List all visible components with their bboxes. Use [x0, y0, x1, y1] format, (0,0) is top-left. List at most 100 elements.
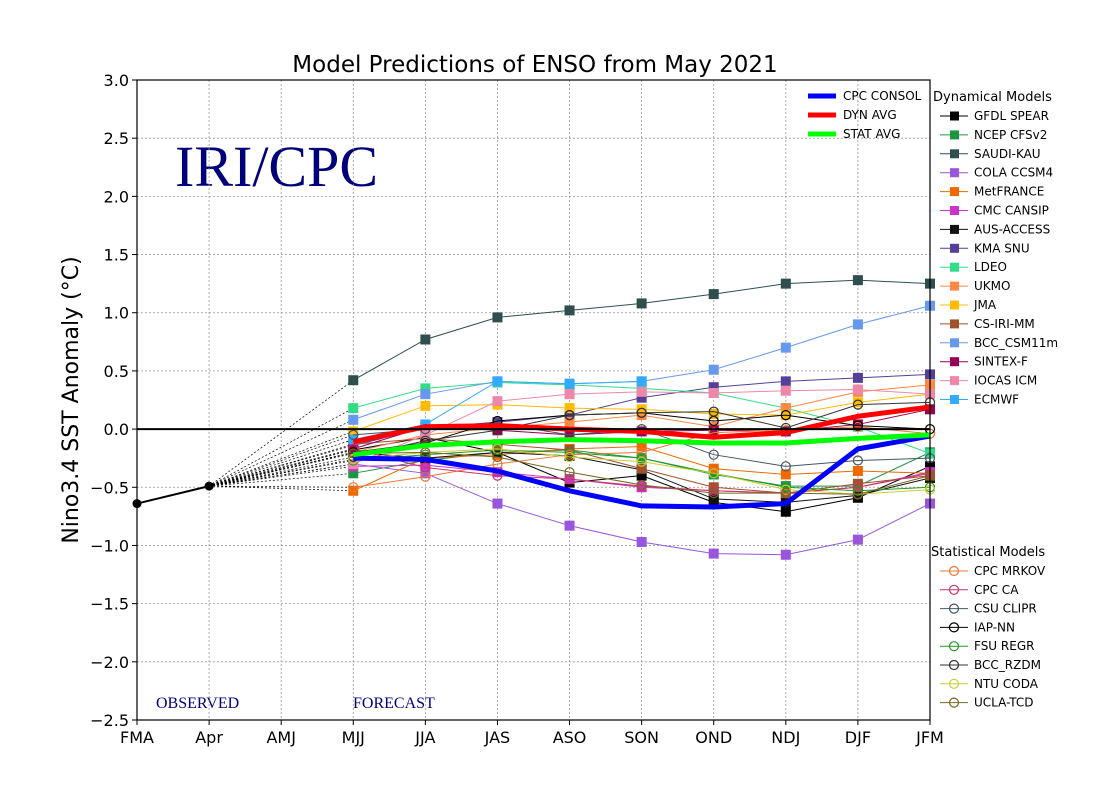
series-line: [353, 426, 931, 488]
legend-label: UCLA-TCD: [974, 696, 1034, 710]
observation-connector: [209, 485, 354, 488]
legend-label: CPC MRKOV: [974, 564, 1046, 578]
data-point: [708, 493, 719, 504]
observed-label: OBSERVED: [156, 695, 239, 712]
data-point: [852, 465, 863, 476]
data-point: [780, 342, 791, 353]
legend-swatch-marker: [950, 357, 959, 367]
x-tick-label: ASO: [553, 728, 587, 747]
x-tick-label: AMJ: [266, 728, 295, 747]
observation-connector: [209, 453, 354, 487]
x-tick-label: NDJ: [771, 728, 800, 747]
y-axis-label: Nino3.4 SST Anomaly (°C): [59, 256, 84, 543]
series-line: [353, 401, 931, 458]
observation-connector: [208, 379, 354, 487]
data-point: [852, 399, 864, 410]
data-point: [852, 455, 864, 466]
y-tick-label: −1.5: [90, 595, 129, 614]
legend-swatch-marker: [950, 168, 959, 178]
legend-label: ECMWF: [974, 393, 1019, 407]
data-point: [852, 319, 863, 330]
y-tick-label: −1.0: [90, 536, 129, 555]
data-point: [636, 479, 647, 491]
data-point: [852, 384, 863, 395]
data-point: [636, 536, 647, 547]
data-point: [780, 506, 791, 517]
observation-connector: [208, 407, 354, 487]
observation-connector: [208, 419, 354, 487]
legend-label: CPC CA: [974, 583, 1019, 597]
legend-swatch-marker: [950, 319, 959, 329]
legend-label: BCC_RZDM: [974, 658, 1041, 672]
data-point: [636, 456, 647, 467]
plot-frame: [136, 79, 931, 721]
legend-swatch-marker: [948, 697, 960, 708]
statistical-legend: CPC MRKOV CPC CA CSU CLIPR IAP-NN FSU REGR BC…: [940, 564, 1046, 710]
x-tick-label: FMA: [120, 728, 154, 747]
y-tick-label: −2.0: [90, 653, 129, 672]
data-point: [492, 396, 503, 407]
y-tick-label: 0.5: [104, 362, 129, 381]
data-point: [780, 278, 791, 289]
series-layer: [132, 275, 936, 560]
legend-label: AUS-ACCESS: [974, 222, 1050, 236]
x-tick-label: MJJ: [342, 728, 365, 747]
observation-connector: [208, 443, 354, 487]
legend-swatch-marker: [948, 603, 960, 614]
data-point: [708, 388, 719, 399]
data-point: [852, 420, 864, 431]
legend-swatch-marker: [948, 584, 960, 595]
data-point: [348, 375, 359, 386]
data-point: [420, 334, 431, 345]
observation-connector: [209, 456, 354, 487]
data-point: [564, 467, 575, 478]
data-point: [636, 407, 647, 418]
average-line: [352, 432, 931, 458]
data-point: [564, 520, 575, 531]
legend-swatch-marker: [950, 111, 959, 121]
observation-connector: [209, 463, 354, 487]
y-tick-label: 1.0: [104, 304, 129, 323]
data-point: [564, 403, 575, 414]
legend-label: CMC CANSIP: [974, 204, 1049, 218]
legend-swatch-marker: [948, 641, 960, 652]
data-point: [420, 400, 431, 411]
observation-connector: [208, 439, 354, 487]
legend-swatch-marker: [950, 376, 959, 386]
data-point: [636, 453, 647, 464]
data-point: [636, 404, 647, 415]
x-tick-label: SON: [624, 728, 659, 747]
data-point: [708, 289, 719, 300]
x-tick-label: DJF: [845, 728, 871, 747]
data-point: [852, 482, 864, 493]
legend-swatch-marker: [948, 622, 960, 633]
dynamical-legend-title: Dynamical Models: [933, 90, 1052, 105]
legend-label: FSU REGR: [974, 639, 1034, 653]
legend-label: CPC CONSOL: [843, 89, 922, 103]
legend-label: NCEP CFSv2: [974, 128, 1047, 142]
legend-swatch-marker: [948, 565, 960, 577]
legend-label: JMA: [973, 298, 997, 312]
iri-cpc-watermark: IRI/CPC: [175, 134, 378, 199]
data-point: [492, 498, 503, 509]
legend-swatch-marker: [950, 130, 959, 140]
legend-label: CSU CLIPR: [974, 602, 1037, 616]
data-point: [780, 410, 791, 421]
legend-swatch-marker: [950, 262, 959, 272]
data-point: [564, 410, 575, 421]
average-line: [352, 404, 931, 445]
data-point: [852, 275, 863, 286]
legend-label: KMA SNU: [974, 241, 1030, 255]
data-point: [708, 364, 719, 375]
data-point: [420, 429, 431, 440]
data-point: [564, 305, 575, 316]
legend-label: SINTEX-F: [974, 355, 1028, 369]
legend-swatch-marker: [950, 281, 959, 291]
observation-connector: [208, 431, 354, 487]
y-tick-label: −2.5: [90, 711, 129, 730]
data-point: [348, 482, 359, 493]
data-point: [492, 312, 503, 323]
y-tick-label: 0.0: [104, 420, 129, 439]
data-point: [636, 298, 647, 309]
